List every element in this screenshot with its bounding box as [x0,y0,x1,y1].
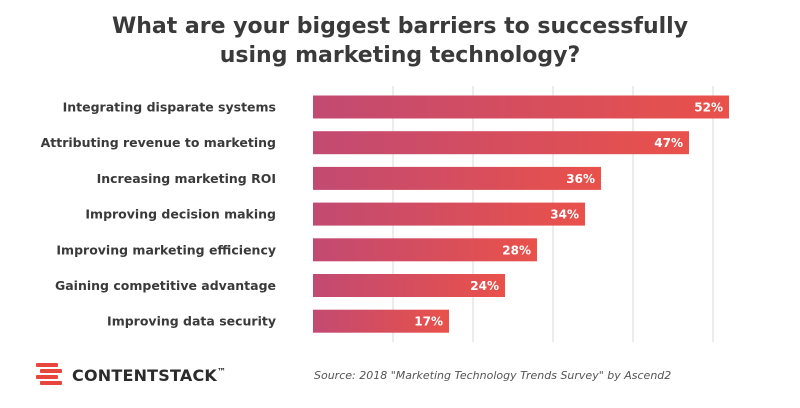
category-label: Increasing marketing ROI [97,171,276,186]
brand-logo: CONTENTSTACK™ [34,360,226,390]
value-label: 47% [654,136,683,150]
bar [313,166,601,190]
bar [313,238,537,262]
category-label: Improving marketing efficiency [56,242,276,257]
source-note: Source: 2018 "Marketing Technology Trend… [314,369,672,382]
bars: Integrating disparate systems 52% Attribut… [41,95,729,333]
value-label: 24% [470,279,499,293]
category-label: Gaining competitive advantage [55,278,276,293]
value-label: 17% [414,315,443,329]
chart-title-line-2: using marketing technology? [219,43,581,68]
bar [313,202,585,226]
bar [313,309,449,333]
bar [313,131,689,155]
value-label: 36% [566,172,595,186]
category-label: Attributing revenue to marketing [41,135,276,150]
bar [313,274,505,297]
contentstack-logo-icon [36,363,62,385]
value-label: 28% [502,243,531,257]
category-label: Improving data security [107,314,276,329]
bar [313,95,729,119]
category-label: Integrating disparate systems [63,100,276,115]
category-label: Improving decision making [85,207,276,222]
value-label: 34% [550,208,579,222]
value-label: 52% [694,101,723,115]
chart-title-line-1: What are your biggest barriers to succes… [111,14,689,39]
chart-title: What are your biggest barriers to succes… [0,12,800,70]
brand-name: CONTENTSTACK™ [72,365,227,385]
